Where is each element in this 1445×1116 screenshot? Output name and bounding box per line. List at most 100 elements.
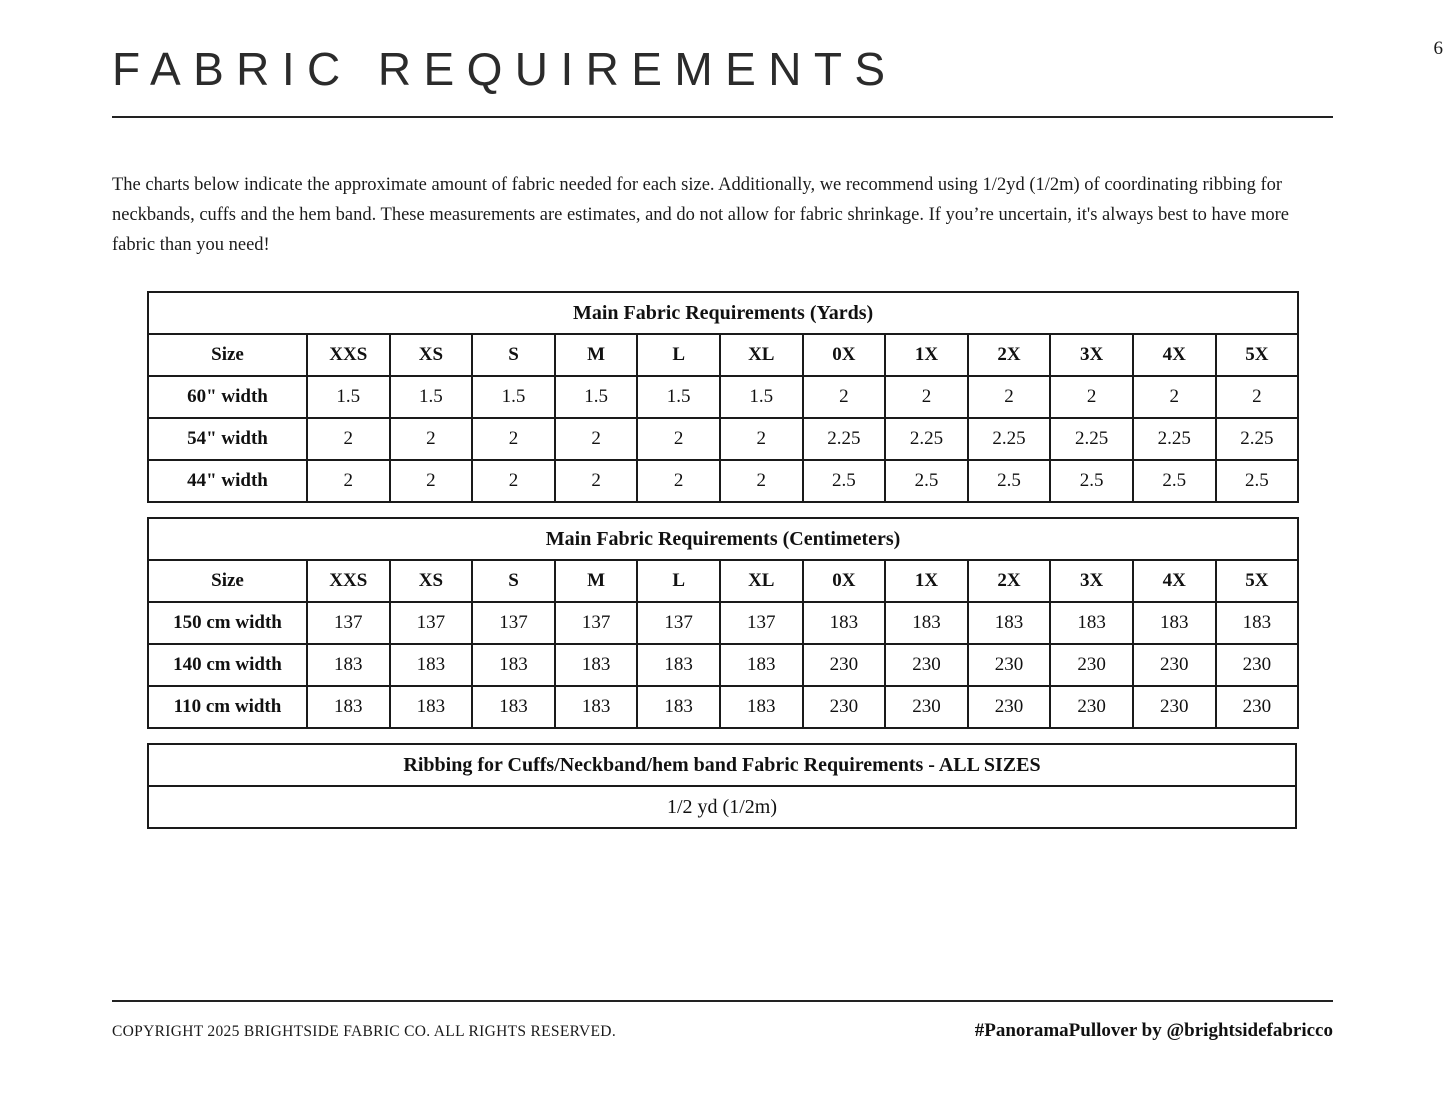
column-header: M: [553, 333, 639, 377]
column-header: Size: [147, 559, 308, 603]
column-header: L: [636, 333, 721, 377]
footer-hashtag: #PanoramaPullover by @brightsidefabricco: [974, 1020, 1333, 1041]
column-header: 4X: [1131, 559, 1217, 603]
ribbing-table: Ribbing for Cuffs/Neckband/hem band Fabr…: [147, 743, 1297, 829]
column-header: S: [471, 333, 556, 377]
value-cell: 183: [388, 685, 474, 729]
value-cell: 2: [966, 375, 1052, 419]
value-cell: 183: [471, 685, 556, 729]
value-cell: 183: [636, 643, 721, 687]
value-cell: 137: [388, 601, 474, 645]
value-cell: 2.5: [1214, 459, 1300, 503]
value-cell: 2: [636, 459, 721, 503]
value-cell: 2: [306, 417, 391, 461]
table-row: 150 cm width 137 137 137 137 137 137 183 183 183 1…: [147, 601, 1300, 645]
column-header: 1X: [884, 559, 969, 603]
value-cell: 1.5: [471, 375, 556, 419]
value-cell: 183: [636, 685, 721, 729]
value-cell: 2.25: [1131, 417, 1217, 461]
value-cell: 230: [1049, 643, 1134, 687]
table-row: 60" width 1.5 1.5 1.5 1.5 1.5 1.5 2 2 2 2 2 2: [147, 375, 1300, 419]
table-row: 44" width 2 2 2 2 2 2 2.5 2.5 2.5 2.5 2.5 2.5: [147, 459, 1300, 503]
value-cell: 183: [718, 643, 804, 687]
value-cell: 137: [718, 601, 804, 645]
value-cell: 183: [1131, 601, 1217, 645]
value-cell: 230: [884, 685, 969, 729]
footer-copyright: COPYRIGHT 2025 BRIGHTSIDE FABRIC CO. ALL…: [112, 1023, 616, 1040]
row-label: 60" width: [147, 375, 308, 419]
column-header: Size: [147, 333, 308, 377]
value-cell: 2: [553, 459, 639, 503]
value-cell: 183: [718, 685, 804, 729]
value-cell: 2.5: [1049, 459, 1134, 503]
yards-table: Main Fabric Requirements (Yards) Size XXS X…: [146, 291, 1300, 503]
value-cell: 183: [801, 601, 887, 645]
value-cell: 230: [801, 643, 887, 687]
value-cell: 183: [306, 643, 391, 687]
column-header: 2X: [966, 559, 1052, 603]
value-cell: 1.5: [718, 375, 804, 419]
value-cell: 2.25: [1049, 417, 1134, 461]
value-cell: 2: [718, 417, 804, 461]
column-header: XS: [388, 333, 474, 377]
intro-paragraph: The charts below indicate the approximat…: [112, 175, 1290, 255]
value-cell: 183: [1214, 601, 1300, 645]
value-cell: 2.5: [801, 459, 887, 503]
value-cell: 230: [1214, 685, 1300, 729]
value-cell: 2.5: [1131, 459, 1217, 503]
value-cell: 183: [388, 643, 474, 687]
value-cell: 2.5: [884, 459, 969, 503]
value-cell: 1/2 yd (1/2m): [147, 785, 1297, 829]
table-row: 1/2 yd (1/2m): [147, 785, 1297, 829]
column-header-row: Size XXS XS S M L XL 0X 1X 2X 3X 4X 5X: [147, 333, 1300, 377]
value-cell: 2: [801, 375, 887, 419]
value-cell: 230: [884, 643, 969, 687]
column-header: 0X: [801, 333, 887, 377]
value-cell: 137: [553, 601, 639, 645]
value-cell: 2: [884, 375, 969, 419]
value-cell: 2: [471, 417, 556, 461]
value-cell: 230: [1049, 685, 1134, 729]
table-title: Ribbing for Cuffs/Neckband/hem band Fabr…: [147, 743, 1297, 787]
value-cell: 183: [471, 643, 556, 687]
value-cell: 2: [553, 417, 639, 461]
column-header: L: [636, 559, 721, 603]
column-header: 0X: [801, 559, 887, 603]
table-row: 140 cm width 183 183 183 183 183 183 230 230 230 2…: [147, 643, 1300, 687]
page-header: FABRIC REQUIREMENTS: [112, 44, 1333, 95]
page-number: 6: [1433, 38, 1444, 59]
column-header: XS: [388, 559, 474, 603]
column-header: 3X: [1049, 559, 1134, 603]
column-header: 5X: [1214, 333, 1300, 377]
row-label: 54" width: [147, 417, 308, 461]
value-cell: 183: [306, 685, 391, 729]
table-row: 54" width 2 2 2 2 2 2 2.25 2.25 2.25 2.25 2.25 2.25: [147, 417, 1300, 461]
column-header: XXS: [306, 559, 391, 603]
table-title: Main Fabric Requirements (Centimeters): [146, 517, 1300, 561]
row-label: 44" width: [147, 459, 308, 503]
centimeters-table: Main Fabric Requirements (Centimeters) Si…: [146, 517, 1300, 729]
page-footer: COPYRIGHT 2025 BRIGHTSIDE FABRIC CO. ALL…: [112, 1020, 1333, 1042]
tables-section: Main Fabric Requirements (Yards) Size XXS X…: [146, 291, 1300, 843]
value-cell: 2: [718, 459, 804, 503]
value-cell: 230: [1214, 643, 1300, 687]
value-cell: 230: [966, 685, 1052, 729]
column-header: 4X: [1131, 333, 1217, 377]
value-cell: 2.25: [801, 417, 887, 461]
table-row: 110 cm width 183 183 183 183 183 183 230 230 230 2…: [147, 685, 1300, 729]
value-cell: 230: [1131, 643, 1217, 687]
page-title: FABRIC REQUIREMENTS: [112, 43, 898, 95]
value-cell: 2.25: [966, 417, 1052, 461]
value-cell: 1.5: [306, 375, 391, 419]
value-cell: 2: [471, 459, 556, 503]
value-cell: 1.5: [636, 375, 721, 419]
value-cell: 1.5: [388, 375, 474, 419]
value-cell: 230: [1131, 685, 1217, 729]
row-label: 140 cm width: [147, 643, 308, 687]
value-cell: 2: [388, 417, 474, 461]
value-cell: 137: [636, 601, 721, 645]
value-cell: 2: [1049, 375, 1134, 419]
value-cell: 183: [884, 601, 969, 645]
value-cell: 2: [306, 459, 391, 503]
